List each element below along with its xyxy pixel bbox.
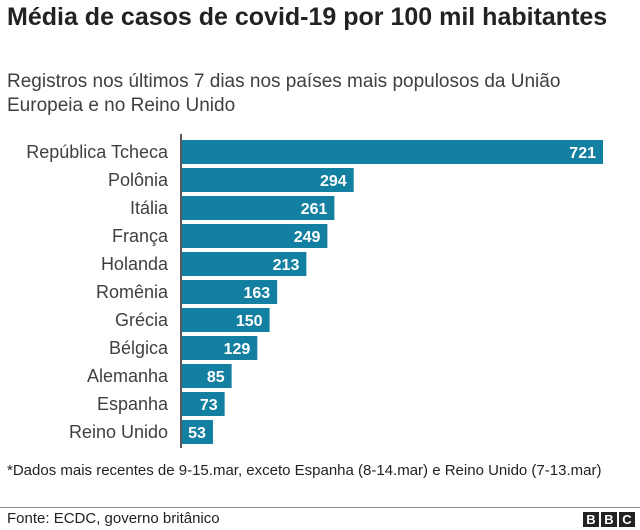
category-label: Holanda [101,254,169,274]
bar [182,364,232,388]
source-note: Fonte: ECDC, governo britânico [7,510,220,527]
category-label: República Tcheca [26,142,169,162]
category-label: Romênia [96,282,169,302]
category-label: Grécia [115,310,169,330]
category-label: França [112,226,169,246]
value-label: 129 [224,341,251,358]
bar-chart: República Tcheca 721 Polônia 294 Itália 261 Fr… [26,134,603,448]
bar [182,420,213,444]
value-label: 721 [569,145,596,162]
logo-letter: B [601,512,617,527]
bar [182,224,328,248]
value-label: 213 [273,257,300,274]
logo-letter: B [583,512,599,527]
value-label: 294 [320,173,347,190]
category-label: Itália [130,198,169,218]
chart-title: Média de casos de covid-19 por 100 mil h… [7,3,608,31]
footnote: *Dados mais recentes de 9-15.mar, exceto… [7,462,602,479]
category-label: Bélgica [109,338,169,358]
bar [182,392,225,416]
bar [182,336,258,360]
bar [182,140,603,164]
bar [182,252,307,276]
value-label: 249 [294,229,321,246]
category-label: Alemanha [87,366,169,386]
category-label: Polônia [108,170,169,190]
category-label: Espanha [97,394,169,414]
bar [182,308,270,332]
bar [182,280,278,304]
bbc-logo: B B C [583,512,635,527]
value-label: 53 [188,425,206,442]
value-label: 73 [200,397,218,414]
value-label: 150 [236,313,263,330]
bar [182,196,335,220]
value-label: 85 [207,369,225,386]
chart-subtitle: Registros nos últimos 7 dias nos países … [7,71,561,116]
category-label: Reino Unido [69,422,168,442]
logo-letter: C [619,512,635,527]
value-label: 261 [301,201,328,218]
bar [182,168,354,192]
divider [0,507,640,508]
value-label: 163 [243,285,270,302]
